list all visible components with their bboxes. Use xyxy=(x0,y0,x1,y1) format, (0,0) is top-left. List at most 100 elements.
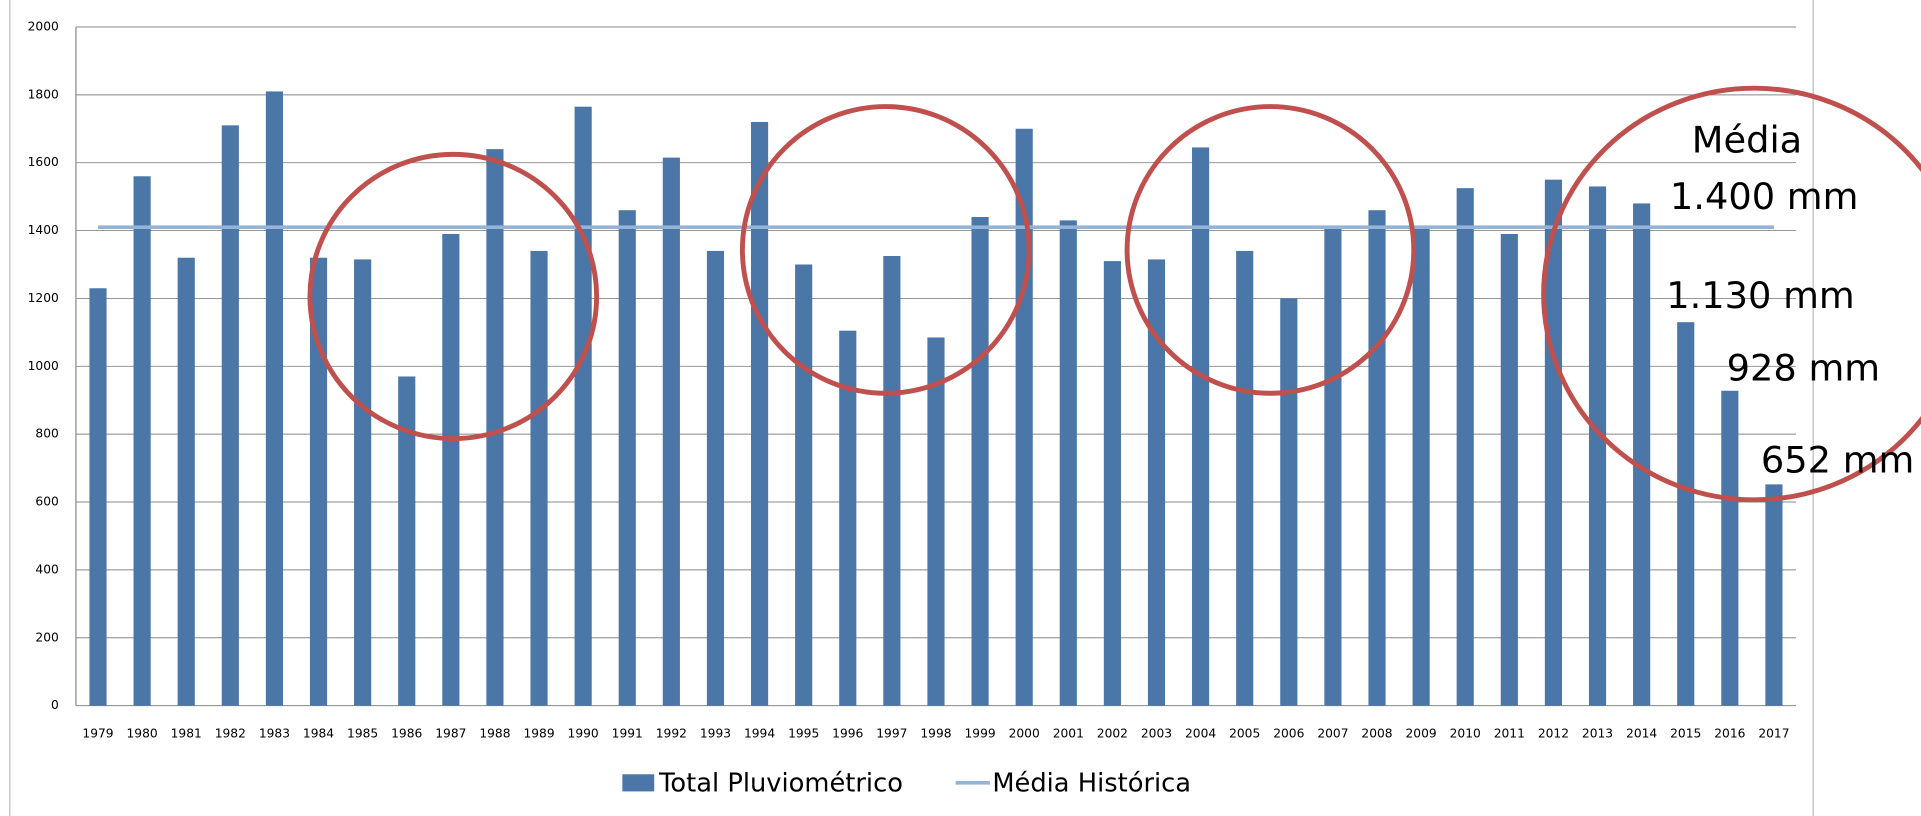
bar xyxy=(354,259,372,706)
bar xyxy=(1059,220,1077,706)
bar xyxy=(662,157,680,706)
x-tick-label: 2008 xyxy=(1361,726,1392,740)
bar xyxy=(133,176,151,706)
x-tick-label: 1994 xyxy=(744,726,775,740)
x-tick-label: 1987 xyxy=(435,726,466,740)
bar xyxy=(1103,261,1121,706)
bar xyxy=(1677,322,1695,706)
bar xyxy=(1633,203,1651,706)
x-tick-label: 2007 xyxy=(1317,726,1348,740)
x-tick-label: 1996 xyxy=(832,726,863,740)
x-tick-label: 1997 xyxy=(876,726,907,740)
y-tick-label: 600 xyxy=(35,495,58,509)
bar xyxy=(750,121,769,706)
bar xyxy=(706,250,725,706)
legend-label: Média Histórica xyxy=(992,769,1191,799)
bar xyxy=(1192,147,1210,706)
bar xyxy=(971,216,989,706)
x-tick-label: 2000 xyxy=(1009,726,1040,740)
x-tick-label: 2004 xyxy=(1185,726,1216,740)
x-tick-label: 1982 xyxy=(215,726,246,740)
bar xyxy=(1147,259,1166,706)
x-tick-label: 2015 xyxy=(1670,726,1701,740)
y-tick-label: 2000 xyxy=(28,19,59,33)
bar xyxy=(795,264,813,706)
bar xyxy=(1500,233,1518,706)
x-tick-label: 1981 xyxy=(171,726,202,740)
y-tick-label: 1600 xyxy=(28,155,59,169)
bar xyxy=(309,257,328,706)
bar xyxy=(89,288,107,706)
circle xyxy=(1541,85,1921,503)
bar xyxy=(442,233,460,706)
circle xyxy=(739,104,1032,396)
bar xyxy=(574,106,592,706)
bar xyxy=(618,210,636,706)
x-tick-label: 1980 xyxy=(127,726,158,740)
x-tick-label: 1988 xyxy=(479,726,510,740)
bar xyxy=(486,149,504,706)
y-tick-label: 800 xyxy=(35,427,58,441)
x-tick-label: 2011 xyxy=(1494,726,1525,740)
x-tick-label: 2002 xyxy=(1097,726,1128,740)
circle xyxy=(307,151,600,442)
bar xyxy=(1236,250,1254,706)
y-tick-label: 200 xyxy=(35,630,58,644)
bar xyxy=(398,376,416,706)
bar xyxy=(927,337,945,706)
bar xyxy=(177,257,195,706)
annotation: 652 mm xyxy=(1761,438,1914,481)
x-tick-label: 1986 xyxy=(391,726,422,740)
y-tick-label: 400 xyxy=(35,562,58,576)
x-tick-label: 1985 xyxy=(347,726,378,740)
bar xyxy=(1721,390,1739,706)
y-tick-label: 1000 xyxy=(28,359,59,373)
y-tick-label: 0 xyxy=(51,698,59,712)
x-tick-label: 2013 xyxy=(1582,726,1613,740)
bar xyxy=(1324,227,1342,706)
x-tick-label: 2006 xyxy=(1273,726,1304,740)
x-tick-label: 1979 xyxy=(82,726,113,740)
x-tick-label: 1992 xyxy=(656,726,687,740)
x-tick-label: 2010 xyxy=(1450,726,1481,740)
x-tick-label: 1991 xyxy=(612,726,643,740)
x-tick-label: 2009 xyxy=(1406,726,1437,740)
x-tick-label: 1999 xyxy=(964,726,995,740)
x-tick-label: 2001 xyxy=(1053,726,1084,740)
y-tick-label: 1400 xyxy=(28,223,59,237)
annotation: 928 mm xyxy=(1727,346,1880,389)
x-tick-label: 2003 xyxy=(1141,726,1172,740)
x-tick-label: 2005 xyxy=(1229,726,1260,740)
bar xyxy=(1544,179,1563,706)
y-tick-label: 1200 xyxy=(28,291,59,305)
bar xyxy=(839,330,857,706)
bar xyxy=(1456,188,1474,706)
annotation: 1.400 mm xyxy=(1670,175,1859,218)
x-tick-label: 2016 xyxy=(1714,726,1745,740)
legend-swatch xyxy=(622,774,655,792)
bar xyxy=(221,125,239,706)
x-tick-label: 1983 xyxy=(259,726,290,740)
bar xyxy=(1588,186,1607,706)
y-tick-label: 1800 xyxy=(28,87,59,101)
bar xyxy=(1765,484,1783,706)
bar xyxy=(265,91,283,706)
chart-area: 0 200 400 600 800 1000 1200 1400 1600 1800 2000 197… xyxy=(9,0,1921,816)
x-tick-label: 1995 xyxy=(788,726,819,740)
circle xyxy=(1124,104,1417,396)
bar xyxy=(1412,227,1430,706)
bar xyxy=(530,250,548,706)
x-tick-label: 2012 xyxy=(1538,726,1569,740)
x-tick-label: 2017 xyxy=(1758,726,1789,740)
bar xyxy=(1368,210,1386,706)
annotation: Média xyxy=(1692,119,1802,162)
x-tick-label: 1998 xyxy=(920,726,951,740)
x-tick-label: 1989 xyxy=(523,726,554,740)
bar xyxy=(883,256,901,706)
x-tick-label: 1984 xyxy=(303,726,334,740)
x-tick-label: 1990 xyxy=(568,726,599,740)
x-tick-label: 2014 xyxy=(1626,726,1657,740)
bar xyxy=(1280,298,1298,706)
highlight-circles xyxy=(307,85,1921,503)
